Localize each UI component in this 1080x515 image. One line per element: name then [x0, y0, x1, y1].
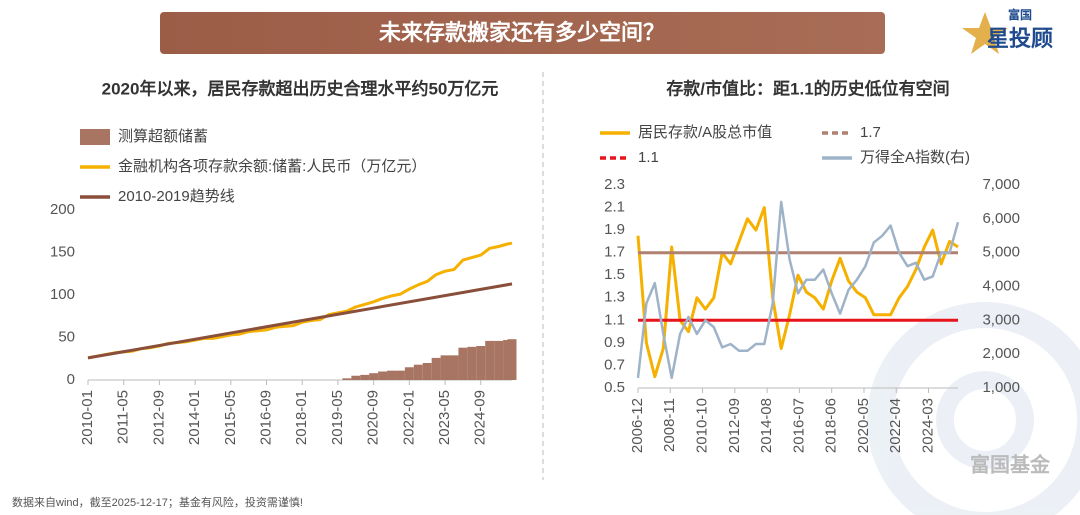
legend-label: 居民存款/A股总市值: [638, 124, 772, 141]
bar: [395, 370, 405, 380]
y-tick-label: 0.5: [604, 379, 625, 396]
y-tick-label: 2.3: [604, 176, 625, 193]
legend-label: 金融机构各项存款余额:储蓄:人民币（万亿元）: [118, 157, 426, 175]
y2-tick-label: 1,000: [982, 379, 1020, 396]
bar: [342, 378, 352, 380]
x-tick-label: 2022-01: [400, 390, 417, 445]
x-tick-label: 2024-09: [472, 390, 489, 445]
y-tick-label: 200: [50, 201, 75, 218]
y2-tick-label: 3,000: [982, 311, 1020, 328]
bar: [476, 346, 486, 380]
x-tick-label: 2016-09: [257, 390, 274, 445]
x-tick-label: 2022-04: [887, 398, 904, 453]
y-tick-label: 0.7: [604, 356, 625, 373]
x-tick-label: 2014-08: [758, 398, 775, 453]
bar: [387, 370, 396, 380]
legend-label: 1.7: [860, 124, 881, 141]
bar: [351, 375, 361, 380]
x-tick-label: 2014-01: [186, 390, 203, 445]
y-tick-label: 1.1: [604, 311, 625, 328]
bar: [485, 340, 495, 380]
y-tick-label: 0.9: [604, 334, 625, 351]
y-tick-label: 1.5: [604, 266, 625, 283]
x-tick-label: 2019-05: [329, 390, 346, 445]
legend-label: 万得全A指数(右): [860, 148, 970, 166]
y2-tick-label: 6,000: [982, 210, 1020, 227]
bar: [369, 373, 379, 380]
bar: [422, 363, 432, 380]
chart-title: 存款/市值比：距1.1的历史低位有空间: [666, 78, 949, 98]
x-tick-label: 2012-09: [726, 398, 743, 453]
y-tick-label: 1.9: [604, 221, 625, 238]
y-tick-label: 50: [58, 328, 75, 345]
x-tick-label: 2023-05: [436, 390, 453, 445]
x-tick-label: 2008-11: [661, 398, 678, 452]
bar: [431, 357, 441, 380]
y-tick-label: 1.7: [604, 244, 625, 261]
x-tick-label: 2018-01: [293, 390, 310, 445]
legend-swatch: [80, 129, 110, 145]
bar: [507, 339, 517, 380]
y-tick-label: 2.1: [604, 199, 625, 216]
x-tick-label: 2006-12: [629, 398, 646, 453]
legend-label: 测算超额储蓄: [118, 127, 208, 145]
x-tick-label: 2012-09: [150, 390, 167, 445]
line-series: [87, 241, 513, 360]
bar: [360, 374, 370, 380]
line-series: [87, 282, 513, 360]
y-tick-label: 0: [67, 371, 75, 388]
logo-main: 星投顾: [987, 26, 1053, 51]
chart-title: 2020年以来，居民存款超出历史合理水平约50万亿元: [102, 78, 499, 98]
y-tick-label: 150: [50, 243, 75, 260]
bar: [440, 355, 450, 380]
y-tick-label: 1.3: [604, 289, 625, 306]
logo-star: [962, 12, 1008, 54]
y-tick-label: 100: [50, 286, 75, 303]
y2-tick-label: 7,000: [982, 176, 1020, 193]
x-tick-label: 2018-06: [823, 398, 840, 453]
header-banner: [160, 12, 885, 54]
bar: [413, 364, 423, 380]
bar: [404, 367, 414, 380]
x-tick-label: 2010-10: [694, 398, 711, 453]
legend-label: 1.1: [638, 149, 659, 166]
x-tick-label: 2024-03: [919, 398, 936, 453]
x-tick-label: 2015-05: [222, 390, 239, 445]
bar: [378, 371, 388, 380]
line-series: [636, 200, 960, 380]
logo-top: 富国: [1008, 7, 1032, 22]
x-tick-label: 2010-01: [79, 390, 96, 445]
x-tick-label: 2020-09: [365, 390, 382, 445]
legend-label: 2010-2019趋势线: [118, 188, 235, 205]
header-title: 未来存款搬家还有多少空间？: [379, 20, 665, 45]
footer: 数据来自wind，截至2025-12-17；基金有风险，投资需谨慎!: [12, 495, 303, 509]
watermark: [867, 302, 1080, 515]
x-tick-label: 2020-05: [855, 398, 872, 453]
watermark-text: 富国基金: [970, 452, 1051, 476]
x-tick-label: 2016-07: [790, 398, 807, 453]
bar: [458, 347, 468, 380]
bar: [467, 346, 477, 380]
bar: [449, 355, 459, 380]
x-tick-label: 2011-05: [115, 390, 132, 444]
bar: [494, 340, 504, 380]
y2-tick-label: 4,000: [982, 277, 1020, 294]
y2-tick-label: 2,000: [982, 345, 1020, 362]
y2-tick-label: 5,000: [982, 244, 1020, 261]
